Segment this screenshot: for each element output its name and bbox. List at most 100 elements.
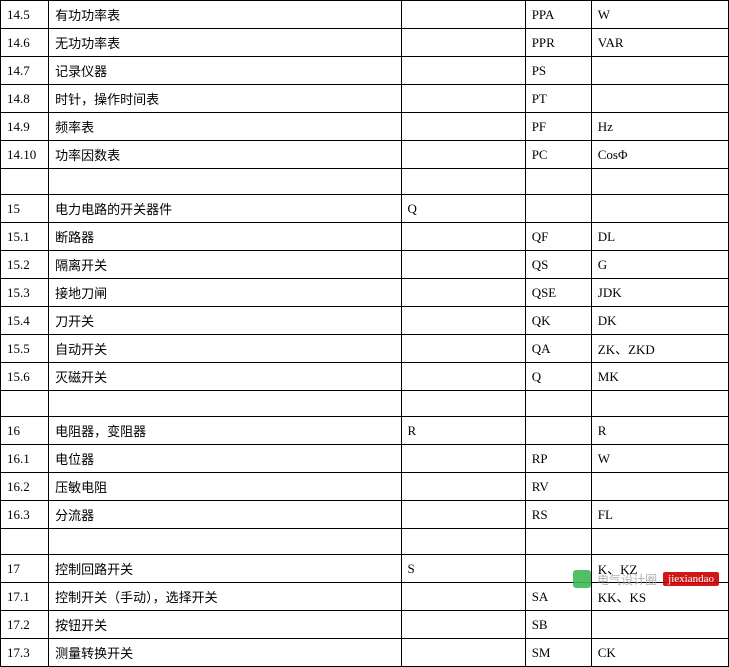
- table-cell-blank: [591, 529, 728, 555]
- table-cell-c4: Q: [525, 363, 591, 391]
- table-cell-name: 频率表: [49, 113, 401, 141]
- table-cell-c3: [401, 57, 525, 85]
- table-cell-name: 有功功率表: [49, 1, 401, 29]
- table-cell-c4: RP: [525, 445, 591, 473]
- table-cell-id: 16.1: [1, 445, 49, 473]
- table-cell-id: 17: [1, 555, 49, 583]
- table-row: 15.6灭磁开关QMK: [1, 363, 729, 391]
- table-row: 15.5自动开关 QAZK、ZKD: [1, 335, 729, 363]
- table-cell-blank: [49, 529, 401, 555]
- table-row: [1, 529, 729, 555]
- table-cell-name: 时针，操作时间表: [49, 85, 401, 113]
- table-cell-c3: [401, 501, 525, 529]
- table-cell-id: 14.9: [1, 113, 49, 141]
- wechat-icon: [573, 570, 591, 588]
- table-cell-name: 功率因数表: [49, 141, 401, 169]
- table-cell-c5: CK: [591, 639, 728, 667]
- table-cell-c4: RS: [525, 501, 591, 529]
- table-cell-c3: [401, 251, 525, 279]
- table-cell-c3: S: [401, 555, 525, 583]
- table-cell-id: 16.2: [1, 473, 49, 501]
- table-cell-name: 记录仪器: [49, 57, 401, 85]
- table-cell-blank: [401, 391, 525, 417]
- table-cell-c4: PPR: [525, 29, 591, 57]
- table-cell-blank: [525, 169, 591, 195]
- table-cell-c4: SM: [525, 639, 591, 667]
- table-cell-c3: [401, 473, 525, 501]
- watermark-text: 电气设计圈: [597, 571, 657, 588]
- table-row: 16.1电位器RPW: [1, 445, 729, 473]
- table-cell-c5: VAR: [591, 29, 728, 57]
- table-row: [1, 169, 729, 195]
- table-cell-blank: [49, 391, 401, 417]
- table-cell-c3: [401, 335, 525, 363]
- table-cell-name: 自动开关: [49, 335, 401, 363]
- table-cell-c3: [401, 1, 525, 29]
- table-cell-blank: [401, 169, 525, 195]
- table-cell-c5: ZK、ZKD: [591, 335, 728, 363]
- table-cell-c4: PF: [525, 113, 591, 141]
- table-cell-blank: [525, 391, 591, 417]
- table-cell-c3: [401, 363, 525, 391]
- table-cell-name: 电阻器，变阻器: [49, 417, 401, 445]
- table-cell-c5: DK: [591, 307, 728, 335]
- watermark-badge: jiexiandao: [663, 572, 719, 586]
- table-cell-blank: [1, 391, 49, 417]
- table-row: 14.8时针，操作时间表 PT: [1, 85, 729, 113]
- table-cell-id: 14.10: [1, 141, 49, 169]
- table-cell-c4: QS: [525, 251, 591, 279]
- symbol-table: 14.5有功功率表PPAW14.6无功功率表PPRVAR14.7记录仪器PS14…: [0, 0, 729, 667]
- table-cell-c5: G: [591, 251, 728, 279]
- table-cell-name: 控制开关（手动），选择开关: [49, 583, 401, 611]
- table-cell-blank: [591, 391, 728, 417]
- table-cell-name: 隔离开关: [49, 251, 401, 279]
- table-cell-c3: [401, 583, 525, 611]
- table-row: 16.3分流器RSFL: [1, 501, 729, 529]
- table-cell-name: 接地刀闸: [49, 279, 401, 307]
- table-cell-c4: PT: [525, 85, 591, 113]
- table-cell-c3: [401, 445, 525, 473]
- table-cell-c4: PPA: [525, 1, 591, 29]
- table-row: 15.4刀开关QKDK: [1, 307, 729, 335]
- table-cell-c5: R: [591, 417, 728, 445]
- table-row: 14.10功率因数表PCCosΦ: [1, 141, 729, 169]
- table-cell-c4: QA: [525, 335, 591, 363]
- table-cell-name: 分流器: [49, 501, 401, 529]
- table-row: 15.2隔离开关QSG: [1, 251, 729, 279]
- table-cell-blank: [591, 169, 728, 195]
- table-cell-id: 14.5: [1, 1, 49, 29]
- table-row: 14.9频率表 PFHz: [1, 113, 729, 141]
- table-row: 17.3测量转换开关SMCK: [1, 639, 729, 667]
- table-row: 15电力电路的开关器件Q: [1, 195, 729, 223]
- table-cell-c4: QF: [525, 223, 591, 251]
- table-row: 16电阻器，变阻器RR: [1, 417, 729, 445]
- table-cell-c5: [591, 195, 728, 223]
- table-cell-id: 14.8: [1, 85, 49, 113]
- table-cell-blank: [401, 529, 525, 555]
- table-cell-id: 15.1: [1, 223, 49, 251]
- table-cell-id: 15.5: [1, 335, 49, 363]
- table-row: 14.5有功功率表PPAW: [1, 1, 729, 29]
- table-cell-c3: R: [401, 417, 525, 445]
- table-cell-c5: [591, 611, 728, 639]
- table-cell-name: 压敏电阻: [49, 473, 401, 501]
- table-cell-blank: [1, 529, 49, 555]
- table-cell-name: 按钮开关: [49, 611, 401, 639]
- table-row: 15.1断路器QFDL: [1, 223, 729, 251]
- table-cell-name: 灭磁开关: [49, 363, 401, 391]
- table-cell-c5: [591, 85, 728, 113]
- table-cell-c3: [401, 639, 525, 667]
- table-cell-c4: QSE: [525, 279, 591, 307]
- table-cell-name: 电力电路的开关器件: [49, 195, 401, 223]
- table-cell-c3: Q: [401, 195, 525, 223]
- table-row: 16.2压敏电阻RV: [1, 473, 729, 501]
- table-cell-c3: [401, 279, 525, 307]
- table-cell-name: 无功功率表: [49, 29, 401, 57]
- table-cell-c3: [401, 141, 525, 169]
- table-cell-c4: [525, 195, 591, 223]
- table-cell-c5: Hz: [591, 113, 728, 141]
- table-cell-name: 电位器: [49, 445, 401, 473]
- table-cell-name: 刀开关: [49, 307, 401, 335]
- table-cell-id: 16: [1, 417, 49, 445]
- table-cell-name: 控制回路开关: [49, 555, 401, 583]
